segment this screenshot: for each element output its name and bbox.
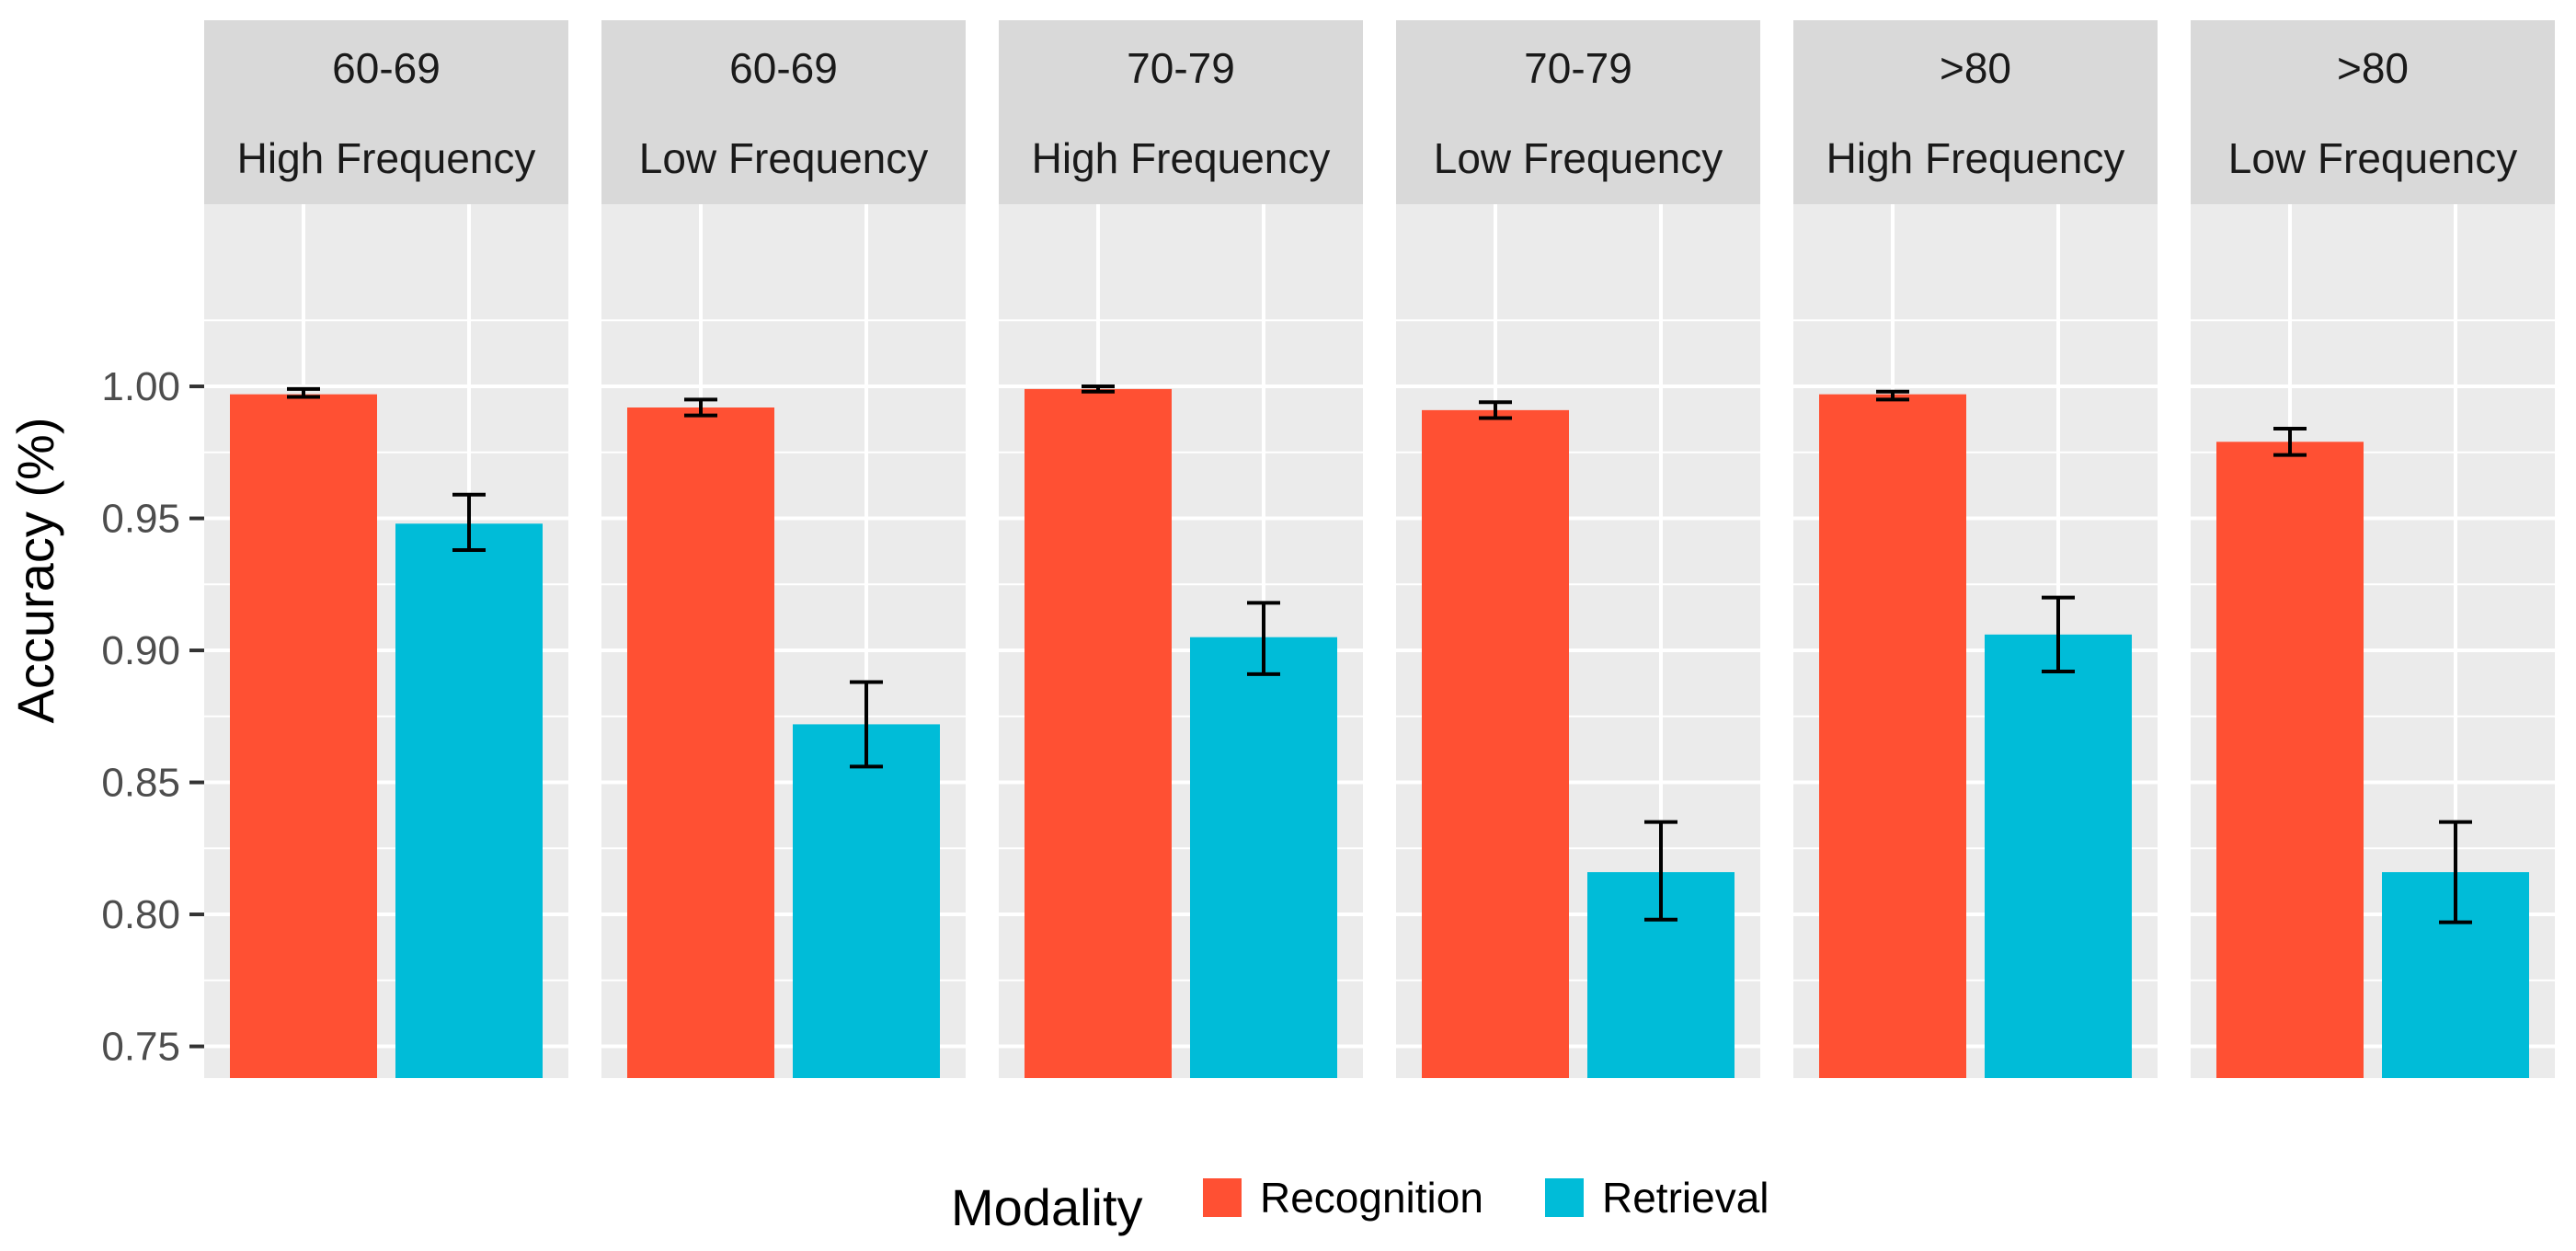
facet-panel: 60-69 High Frequency [204, 20, 568, 1079]
bar-recognition [627, 407, 774, 1079]
y-axis: 0.75 0.80 0.85 0.90 0.95 1.00 [101, 364, 204, 1070]
facet-panel: 70-79 High Frequency [999, 20, 1363, 1078]
error-bar [2439, 820, 2472, 924]
bar-retrieval [1985, 634, 2132, 1078]
y-tick-label: 0.90 [101, 628, 180, 673]
facet-strip [1396, 20, 1760, 204]
facet-strip-frequency-label: High Frequency [1826, 134, 2125, 182]
bar-recognition [1422, 409, 1569, 1078]
legend: Modality Recognition Retrieval [951, 1174, 1769, 1236]
error-bar [1644, 820, 1677, 922]
facet-panel: 60-69 Low Frequency [601, 20, 966, 1079]
legend-label: Recognition [1260, 1174, 1483, 1222]
legend-label: Retrieval [1602, 1174, 1769, 1222]
error-bar [850, 680, 883, 769]
y-tick-label: 0.95 [101, 497, 180, 542]
facet-strip-age-label: 70-79 [1524, 44, 1632, 92]
bar-recognition [1819, 394, 1966, 1079]
legend-key-retrieval [1545, 1178, 1584, 1217]
error-bar [2273, 426, 2307, 457]
facet-strip [2191, 20, 2555, 204]
error-bar [1247, 601, 1280, 676]
error-bar [1876, 389, 1909, 402]
y-axis-title: Accuracy (%) [6, 418, 64, 724]
y-tick-label: 0.75 [101, 1025, 180, 1070]
facet-strip-frequency-label: Low Frequency [2228, 134, 2518, 182]
facet-strip [601, 20, 966, 204]
error-bar [684, 397, 717, 418]
error-bar [287, 386, 320, 399]
bar-retrieval [1190, 637, 1337, 1078]
facet-strip-age-label: 60-69 [332, 44, 441, 92]
facet-strip-frequency-label: Low Frequency [1434, 134, 1723, 182]
bar-retrieval [793, 724, 940, 1078]
facet-panel: 70-79 Low Frequency [1396, 20, 1760, 1078]
error-bar [1082, 384, 1115, 394]
facet-strip-age-label: >80 [1940, 44, 2011, 92]
bar-retrieval [395, 523, 543, 1078]
facet-panel: >80 High Frequency [1793, 20, 2158, 1079]
error-bar [2042, 595, 2075, 674]
facet-strip-age-label: 70-79 [1127, 44, 1235, 92]
legend-title: Modality [951, 1178, 1143, 1236]
y-tick-label: 0.80 [101, 892, 180, 937]
facet-strip [1793, 20, 2158, 204]
bar-recognition [1025, 388, 1172, 1078]
legend-key-recognition [1203, 1178, 1242, 1217]
facet-strip-age-label: >80 [2337, 44, 2409, 92]
facet-strip-frequency-label: Low Frequency [639, 134, 929, 182]
error-bar [1479, 400, 1512, 420]
facet-strip [204, 20, 568, 204]
facet-panel: >80 Low Frequency [2191, 20, 2555, 1078]
bar-recognition [230, 394, 377, 1079]
y-tick-label: 1.00 [101, 364, 180, 409]
bar-recognition [2216, 442, 2364, 1078]
facet-strip-frequency-label: High Frequency [1032, 134, 1331, 182]
y-tick-label: 0.85 [101, 761, 180, 806]
error-bar [452, 492, 486, 552]
facet-strip [999, 20, 1363, 204]
facet-strip-age-label: 60-69 [729, 44, 838, 92]
facet-strip-frequency-label: High Frequency [237, 134, 536, 182]
